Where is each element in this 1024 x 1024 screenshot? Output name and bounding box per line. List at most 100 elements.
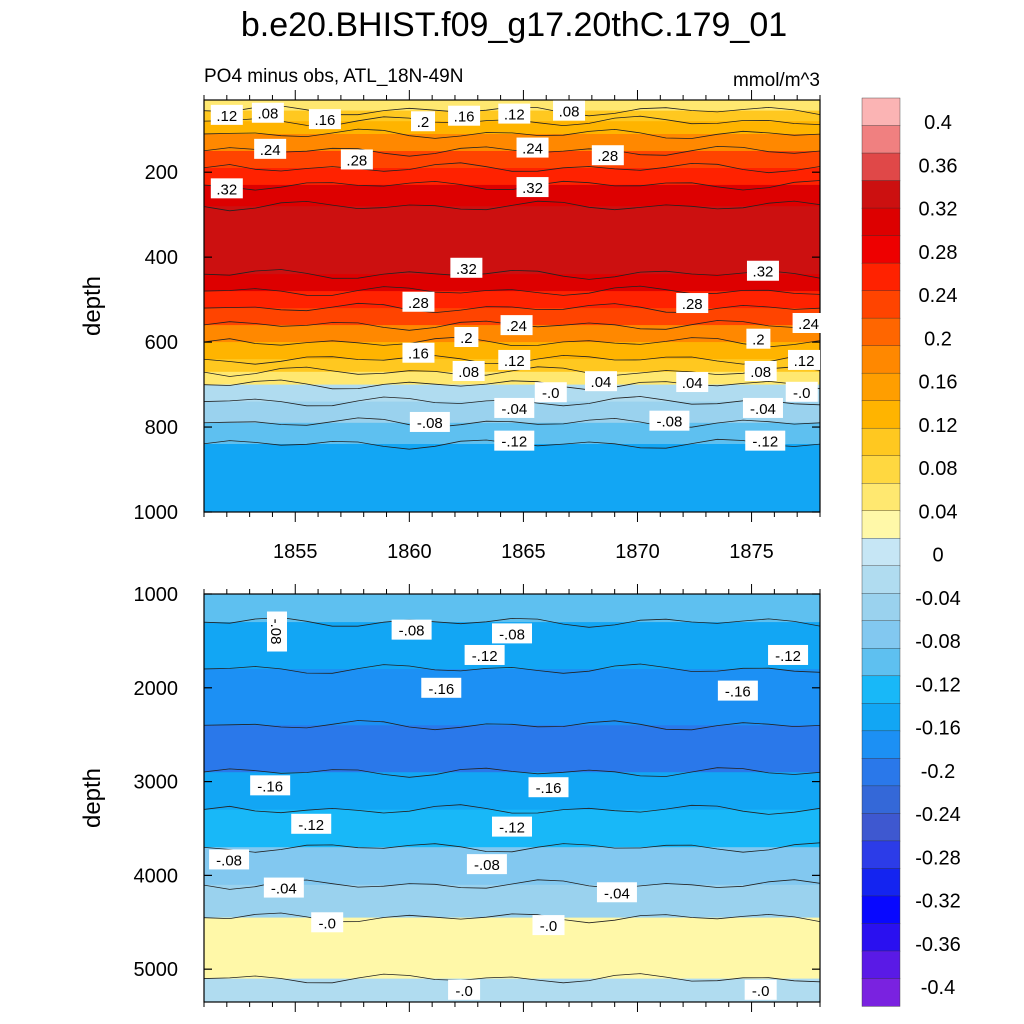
- lower-contour-label: -.08: [492, 623, 532, 644]
- colorbar-label: 0.04: [919, 501, 958, 523]
- upper-contour-label: .08: [744, 360, 777, 381]
- upper-xtick-label: 1865: [501, 541, 546, 563]
- colorbar-box: [861, 620, 901, 649]
- lower-contour-line-4: [204, 767, 820, 778]
- svg-text:-.08: -.08: [656, 414, 682, 431]
- svg-text:.04: .04: [682, 375, 703, 392]
- svg-text:-.0: -.0: [542, 385, 560, 402]
- svg-text:.32: .32: [753, 264, 774, 281]
- svg-text:-.04: -.04: [750, 401, 776, 418]
- svg-text:.28: .28: [682, 296, 703, 313]
- lower-contour-label: -.16: [250, 775, 291, 796]
- svg-text:-.16: -.16: [725, 684, 751, 701]
- upper-contour-line-10: [204, 302, 820, 314]
- upper-contour-label: .16: [402, 342, 435, 363]
- lower-contour-label: -.0: [311, 912, 344, 933]
- upper-panel: 200 400 600 800 1000 1855 1860 1865 1870 1875 dept…: [79, 90, 825, 563]
- svg-text:-.12: -.12: [775, 648, 801, 665]
- svg-text:-.12: -.12: [472, 648, 498, 665]
- upper-contour-label: .12: [498, 349, 531, 370]
- upper-xtick-label: 1855: [273, 541, 318, 563]
- lower-contour-label: -.12: [464, 644, 505, 665]
- upper-contour-label: .24: [254, 138, 287, 159]
- lower-contour-label: -.08: [466, 854, 507, 875]
- upper-contour-fill: [204, 100, 820, 512]
- colorbar-box: [861, 235, 901, 264]
- upper-contour-line-9: [204, 285, 820, 296]
- upper-contour-label: .08: [553, 100, 586, 121]
- lower-contour-line-8: [204, 912, 820, 924]
- upper-band-15: [204, 384, 820, 405]
- colorbar-label: -0.36: [915, 934, 961, 956]
- lower-band-9: [204, 978, 820, 1002]
- upper-contour-label: .28: [340, 149, 373, 170]
- colorbar-box: [861, 648, 901, 677]
- svg-text:-.16: -.16: [257, 778, 283, 795]
- svg-text:.24: .24: [260, 142, 281, 159]
- lower-contour-line-7: [204, 879, 820, 890]
- svg-text:-.04: -.04: [604, 885, 630, 902]
- upper-contour-line-5: [204, 162, 820, 174]
- svg-text:.16: .16: [408, 346, 429, 363]
- svg-text:.04: .04: [591, 374, 612, 391]
- upper-contour-label: .28: [591, 145, 624, 166]
- upper-contour-label: -.08: [409, 411, 450, 432]
- lower-contour-label: -.08: [391, 619, 432, 640]
- svg-text:-.0: -.0: [540, 918, 558, 935]
- upper-contour-label: .2: [411, 111, 436, 132]
- colorbar-box: [861, 483, 901, 512]
- upper-contour-label: .32: [516, 177, 549, 198]
- lower-contour-label: -.08: [267, 611, 288, 652]
- lower-ytick-label: 2000: [134, 678, 179, 700]
- svg-text:.08: .08: [750, 364, 771, 381]
- colorbar-box: [861, 455, 901, 484]
- svg-text:-.0: -.0: [318, 915, 336, 932]
- colorbar-box: [861, 703, 901, 732]
- upper-frame: [203, 99, 821, 513]
- svg-text:-.16: -.16: [536, 780, 562, 797]
- svg-text:.24: .24: [506, 318, 527, 335]
- panel-subtitle: PO4 minus obs, ATL_18N-49N: [204, 66, 463, 87]
- lower-contour-label: -.16: [421, 677, 462, 698]
- colorbar-box: [861, 345, 901, 374]
- svg-text:.12: .12: [216, 108, 237, 125]
- lower-contour-label: -.16: [528, 777, 569, 798]
- colorbar-box: [861, 895, 901, 925]
- svg-text:.32: .32: [216, 181, 237, 198]
- upper-contour-label: .24: [792, 312, 825, 333]
- lower-ytick-label: 3000: [134, 772, 179, 794]
- colorbar-box: [861, 97, 901, 127]
- lower-contour-label: -.12: [492, 816, 532, 837]
- colorbar-box: [861, 317, 901, 347]
- svg-text:-.08: -.08: [216, 852, 242, 869]
- svg-text:.2: .2: [417, 114, 430, 131]
- svg-text:.28: .28: [408, 295, 429, 312]
- lower-band-3: [204, 725, 820, 776]
- colorbar-box: [861, 565, 901, 594]
- lower-contour-line-2: [204, 663, 820, 674]
- svg-text:.12: .12: [504, 107, 525, 124]
- upper-contour-label: .08: [251, 102, 284, 123]
- upper-contour-label: .2: [746, 328, 771, 349]
- colorbar-label: -0.04: [915, 588, 961, 610]
- colorbar-box: [861, 593, 901, 622]
- svg-text:-.08: -.08: [267, 619, 284, 645]
- lower-band-7: [204, 884, 820, 921]
- colorbar-box: [861, 868, 901, 897]
- colorbar-label: 0.12: [919, 415, 958, 437]
- colorbar-box: [861, 372, 901, 402]
- svg-text:.08: .08: [559, 104, 580, 121]
- lower-contour-label: -.16: [717, 680, 758, 701]
- svg-text:.08: .08: [257, 106, 278, 123]
- colorbar-label: 0.08: [919, 458, 958, 480]
- upper-contour-line-15: [204, 379, 820, 391]
- lower-band-4: [204, 772, 820, 813]
- lower-band-2: [204, 669, 820, 729]
- colorbar-label: -0.16: [915, 718, 961, 740]
- colorbar-box: [861, 427, 901, 457]
- upper-contour-line-14: [204, 366, 820, 377]
- svg-text:-.12: -.12: [752, 434, 778, 451]
- svg-text:-.04: -.04: [271, 881, 297, 898]
